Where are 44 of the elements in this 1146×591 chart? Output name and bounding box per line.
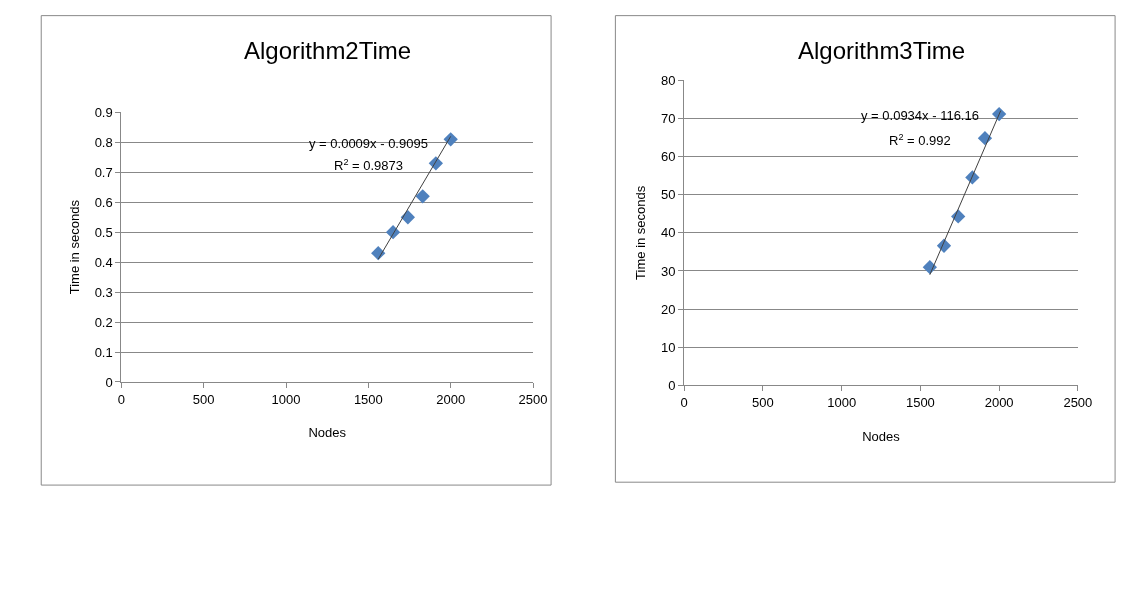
x-tick-label: 0 [117,391,125,407]
y-tick-label: 60 [661,149,676,165]
point [415,189,430,204]
annotation: y = 0.0934x - 116.16 [861,108,979,123]
x-tick-label: 2000 [984,395,1014,411]
y-tick-label: 0.9 [94,104,113,120]
y-tick-label: 0.4 [94,254,113,270]
x-tick-label: 1000 [271,391,301,407]
x-axis-title: Nodes [308,425,347,441]
x-tick-label: 0 [680,395,688,411]
y-tick-label: 0.6 [94,194,113,210]
y-tick-label: 0.8 [94,134,113,150]
y-tick-label: 30 [661,263,676,279]
y-tick-label: 0 [105,374,113,390]
x-axis-title: Nodes [862,428,901,444]
x-tick-label: 2500 [518,391,548,407]
y-tick-label: 80 [661,72,676,88]
y-tick-label: 70 [661,110,676,126]
x-tick-label: 1500 [353,391,383,407]
x-tick-label: 1000 [827,395,857,411]
chart-title: Algorithm2Time [244,37,412,64]
y-tick-label: 50 [661,187,676,203]
x-tick-label: 500 [752,395,774,411]
chart-title: Algorithm3Time [798,37,966,64]
x-tick-label: 1500 [905,395,935,411]
y-tick-label: 0.1 [94,344,113,360]
annotation: R$^{2}$ = 0.992 [889,132,951,149]
x-tick-label: 2500 [1063,395,1093,411]
point [977,131,993,146]
x-tick-label: 2000 [436,391,466,407]
y-tick-label: 0 [668,377,676,393]
y-axis-title: Time in seconds [66,199,82,295]
y-tick-label: 10 [661,339,676,355]
y-tick-label: 0.7 [94,164,113,180]
annotation: R$^{2}$ = 0.9873 [334,157,404,174]
y-tick-label: 0.3 [94,284,113,300]
x-tick-label: 500 [192,391,215,407]
y-tick-label: 40 [661,225,676,241]
y-tick-label: 0.5 [94,224,113,240]
y-tick-label: 0.2 [94,314,113,330]
y-axis-title: Time in seconds [633,185,649,280]
point [443,132,458,147]
annotation: y = 0.0009x - 0.9095 [309,136,428,151]
y-tick-label: 20 [661,301,676,317]
